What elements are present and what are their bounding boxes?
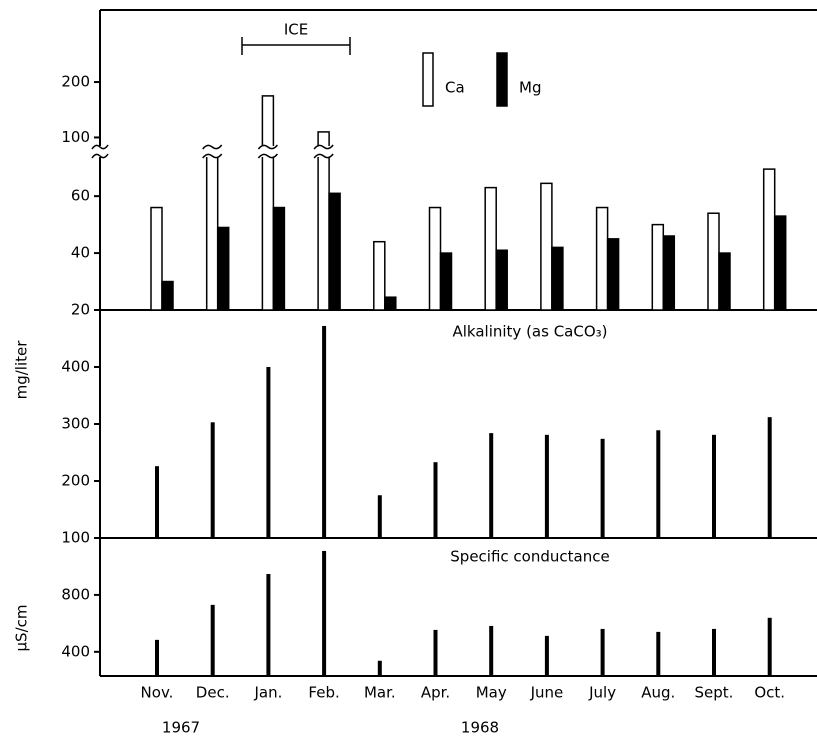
bar bbox=[384, 296, 397, 311]
axis-break bbox=[313, 153, 334, 159]
x-tick-label: Feb. bbox=[308, 684, 339, 702]
bar-break-gap bbox=[316, 146, 332, 157]
ice-bracket bbox=[241, 37, 351, 55]
bar bbox=[216, 226, 230, 311]
y-tick-label: 400 bbox=[61, 642, 90, 660]
legend-label: Mg bbox=[519, 79, 541, 97]
bar bbox=[551, 246, 564, 311]
needle-bar bbox=[544, 434, 549, 538]
needle-bar bbox=[712, 434, 716, 538]
needle-bar bbox=[767, 417, 772, 538]
bar bbox=[773, 215, 787, 311]
bar bbox=[150, 206, 163, 311]
y-tick-label: 800 bbox=[61, 585, 90, 603]
bar bbox=[317, 131, 330, 311]
x-tick-label: Dec. bbox=[196, 684, 230, 702]
x-tick-label: June bbox=[530, 684, 564, 702]
axis-break bbox=[91, 144, 109, 150]
axis-break bbox=[257, 144, 278, 150]
y-tick-label: 400 bbox=[61, 358, 90, 376]
axis-break bbox=[313, 144, 334, 150]
bar-break-gap bbox=[260, 146, 276, 157]
x-tick-label: Aug. bbox=[641, 684, 675, 702]
year-label: 1967 bbox=[162, 719, 200, 737]
needle-bar bbox=[155, 639, 159, 676]
y-axis-label: μS/cm bbox=[13, 605, 31, 652]
needle-bar bbox=[433, 462, 438, 538]
needle-bar bbox=[600, 628, 605, 676]
y-axis-label: mg/liter bbox=[13, 340, 31, 400]
x-tick-label: Nov. bbox=[141, 684, 174, 702]
y-tick-label: 40 bbox=[71, 244, 90, 262]
needle-bar bbox=[489, 433, 494, 538]
bar bbox=[205, 151, 219, 311]
bar bbox=[484, 186, 497, 311]
y-tick-label: 300 bbox=[61, 415, 90, 433]
needle-bar bbox=[767, 617, 772, 676]
y-tick-label: 100 bbox=[61, 128, 90, 146]
annotation: ICE bbox=[284, 21, 308, 39]
needle-bar bbox=[266, 573, 271, 676]
needle-bar bbox=[210, 604, 215, 676]
bar bbox=[540, 182, 553, 311]
needle-bar bbox=[266, 367, 271, 538]
x-tick-label: Mar. bbox=[364, 684, 396, 702]
needle-bar bbox=[656, 430, 661, 538]
axis-break bbox=[202, 153, 223, 159]
x-tick-label: May bbox=[476, 684, 507, 702]
needle-bar bbox=[712, 628, 716, 676]
needle-bar bbox=[600, 438, 605, 538]
x-tick-label: Oct. bbox=[754, 684, 785, 702]
axis-break bbox=[257, 153, 278, 159]
bar bbox=[161, 280, 174, 311]
bar bbox=[651, 223, 665, 311]
x-tick-label: Sept. bbox=[695, 684, 734, 702]
needle-bar bbox=[322, 325, 327, 538]
legend-swatch bbox=[422, 52, 434, 107]
panel-title: Alkalinity (as CaCO₃) bbox=[452, 323, 607, 341]
needle-bar bbox=[377, 660, 382, 676]
legend-swatch bbox=[496, 52, 508, 107]
needle-bar bbox=[322, 550, 327, 676]
y-tick-label: 200 bbox=[61, 472, 90, 490]
bar bbox=[373, 240, 386, 311]
year-label: 1968 bbox=[461, 719, 499, 737]
axis-break bbox=[91, 153, 109, 159]
bar-break-gap bbox=[204, 146, 220, 157]
y-tick-label: 20 bbox=[71, 301, 90, 319]
bar bbox=[439, 252, 453, 311]
y-tick-label: 100 bbox=[61, 529, 90, 547]
bar bbox=[428, 206, 442, 311]
y-tick-label: 60 bbox=[71, 187, 90, 205]
bar bbox=[272, 206, 286, 311]
bar bbox=[261, 95, 275, 311]
x-tick-label: Jan. bbox=[253, 684, 282, 702]
axis-break-gap bbox=[96, 146, 104, 157]
bar bbox=[495, 249, 508, 311]
bar bbox=[595, 206, 609, 311]
needle-bar bbox=[489, 625, 494, 676]
needle-bar bbox=[433, 629, 438, 676]
needle-bar bbox=[210, 422, 215, 538]
panel-title: Specific conductance bbox=[450, 548, 609, 566]
bar bbox=[606, 238, 620, 311]
needle-bar bbox=[377, 495, 382, 538]
frame bbox=[99, 9, 817, 677]
needle-bar bbox=[155, 466, 159, 538]
y-tick-label: 200 bbox=[61, 73, 90, 91]
needle-bar bbox=[544, 635, 549, 676]
x-tick-label: Apr. bbox=[421, 684, 450, 702]
axis-break bbox=[202, 144, 223, 150]
bar bbox=[707, 212, 720, 311]
needle-bar bbox=[656, 631, 661, 676]
legend-label: Ca bbox=[445, 79, 465, 97]
x-tick-label: July bbox=[588, 684, 616, 702]
bar bbox=[328, 192, 341, 311]
bar bbox=[718, 252, 731, 311]
bar bbox=[662, 235, 676, 311]
bar bbox=[762, 168, 776, 311]
